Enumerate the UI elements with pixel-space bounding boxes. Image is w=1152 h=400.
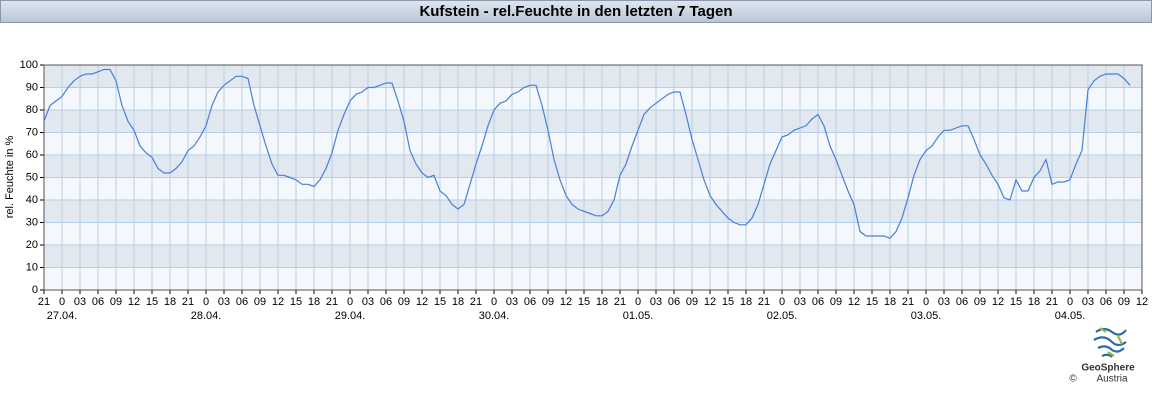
x-tick-label: 18 [452,296,464,308]
x-tick-label: 06 [380,296,392,308]
x-tick-label: 0 [491,296,497,308]
x-tick-label: 09 [1118,296,1130,308]
y-tick-label: 10 [26,261,38,273]
x-tick-label: 03 [506,296,518,308]
date-label: 28.04. [191,310,222,322]
x-tick-label: 15 [578,296,590,308]
x-tick-label: 21 [758,296,770,308]
band [44,110,1142,133]
copyright: © [1069,374,1077,385]
x-tick-label: 12 [1136,296,1148,308]
x-tick-label: 15 [290,296,302,308]
y-tick-label: 90 [26,81,38,93]
x-tick-label: 21 [182,296,194,308]
date-label: 04.05. [1055,310,1086,322]
x-tick-label: 12 [128,296,140,308]
x-tick-label: 18 [308,296,320,308]
y-tick-label: 40 [26,194,38,206]
y-tick-label: 80 [26,104,38,116]
y-axis-label: rel. Feuchte in % [4,136,16,219]
x-tick-label: 0 [59,296,65,308]
x-tick-label: 03 [650,296,662,308]
x-tick-label: 0 [779,296,785,308]
logo-sub: Austria [1096,374,1128,385]
x-tick-label: 03 [362,296,374,308]
x-tick-label: 03 [74,296,86,308]
x-tick-label: 09 [974,296,986,308]
y-tick-label: 30 [26,216,38,228]
x-tick-label: 21 [326,296,338,308]
humidity-line [43,68,1131,240]
y-tick-label: 20 [26,239,38,251]
chart-title: Kufstein - rel.Feuchte in den letzten 7 … [419,3,732,20]
y-tick-label: 70 [26,126,38,138]
x-tick-label: 09 [830,296,842,308]
band [44,200,1142,223]
x-tick-label: 21 [614,296,626,308]
band [44,65,1142,88]
x-tick-label: 12 [560,296,572,308]
x-tick-label: 09 [686,296,698,308]
x-tick-label: 15 [722,296,734,308]
date-label: 27.04. [47,310,78,322]
band [44,245,1142,268]
x-tick-label: 06 [1100,296,1112,308]
x-tick-label: 21 [1046,296,1058,308]
x-tick-label: 0 [923,296,929,308]
x-tick-label: 21 [902,296,914,308]
logo-brand: GeoSphere [1081,363,1135,374]
y-tick-label: 50 [26,171,38,183]
x-tick-label: 18 [740,296,752,308]
x-tick-label: 15 [1010,296,1022,308]
date-label: 03.05. [911,310,942,322]
y-tick-label: 0 [32,284,38,296]
plot-frame [43,64,1143,291]
x-tick-label: 06 [524,296,536,308]
x-tick-label: 06 [956,296,968,308]
date-label: 29.04. [335,310,366,322]
x-tick-label: 15 [866,296,878,308]
logo-mark [1093,327,1127,358]
x-tick-label: 21 [38,296,50,308]
x-tick-label: 12 [272,296,284,308]
x-tick-label: 0 [347,296,353,308]
x-tick-label: 15 [434,296,446,308]
x-tick-label: 09 [254,296,266,308]
x-tick-label: 03 [938,296,950,308]
x-tick-label: 18 [1028,296,1040,308]
x-tick-label: 12 [992,296,1004,308]
x-tick-label: 03 [218,296,230,308]
x-tick-label: 12 [848,296,860,308]
x-tick-label: 06 [812,296,824,308]
x-tick-label: 06 [236,296,248,308]
x-tick-label: 12 [416,296,428,308]
x-tick-label: 18 [164,296,176,308]
x-tick-label: 09 [110,296,122,308]
x-tick-label: 18 [884,296,896,308]
x-tick-label: 0 [203,296,209,308]
x-tick-label: 09 [542,296,554,308]
logo: GeoSphere Austria © [1069,327,1135,385]
x-tick-label: 03 [1082,296,1094,308]
y-tick-label: 60 [26,149,38,161]
x-tick-label: 12 [704,296,716,308]
date-label: 01.05. [623,310,654,322]
x-tick-label: 06 [668,296,680,308]
x-tick-label: 0 [635,296,641,308]
x-tick-label: 21 [470,296,482,308]
x-tick-label: 03 [794,296,806,308]
y-tick-label: 100 [20,59,38,71]
x-tick-label: 18 [596,296,608,308]
x-tick-label: 06 [92,296,104,308]
x-tick-label: 09 [398,296,410,308]
x-tick-label: 0 [1067,296,1073,308]
date-label: 02.05. [767,310,798,322]
logo-accent [1099,327,1123,357]
date-label: 30.04. [479,310,510,322]
x-tick-label: 15 [146,296,158,308]
band [44,155,1142,178]
